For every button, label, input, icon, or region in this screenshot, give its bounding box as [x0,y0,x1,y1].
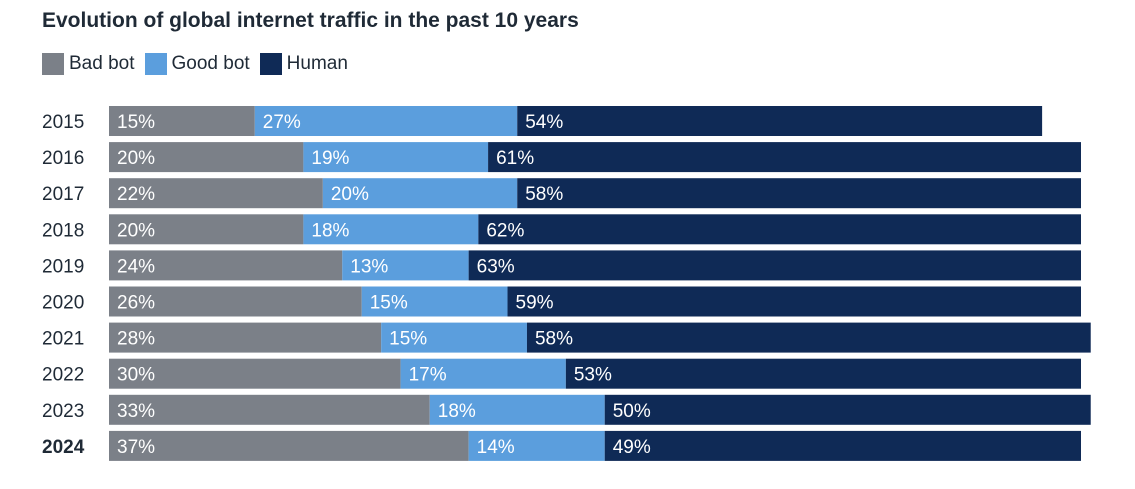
bar-human-2020 [507,286,1081,317]
data-label-good-bot-2024: 14% [477,437,515,458]
data-label-human-2018: 62% [486,220,524,241]
data-label-human-2020: 59% [516,293,554,314]
bar-human-2022 [565,358,1081,389]
data-label-good-bot-2019: 13% [350,256,388,277]
category-label-2020: 2020 [42,293,84,314]
data-label-human-2024: 49% [613,437,651,458]
bar-bad-bot-2019 [109,250,343,281]
category-label-2023: 2023 [42,401,84,422]
data-label-human-2017: 58% [525,184,563,205]
bar-good-bot-2023 [429,394,605,425]
data-label-good-bot-2020: 15% [370,293,408,314]
legend-swatch-bad-bot [42,53,64,75]
category-label-2022: 2022 [42,365,84,386]
bar-human-2019 [468,250,1081,281]
data-label-good-bot-2016: 19% [311,148,349,169]
legend-swatch-human [259,53,282,75]
bar-good-bot-2022 [400,358,566,389]
category-label-2015: 2015 [42,112,84,133]
bar-human-2018 [478,214,1081,245]
bar-good-bot-2024 [468,430,605,461]
bar-bad-bot-2015 [109,106,255,136]
bar-bad-bot-2023 [109,394,430,425]
bar-good-bot-2019 [342,250,469,281]
data-label-human-2021: 58% [535,329,573,350]
data-label-bad-bot-2021: 28% [117,329,155,350]
bar-bad-bot-2016 [109,142,304,173]
category-label-2018: 2018 [42,220,84,241]
data-label-bad-bot-2015: 15% [117,112,155,133]
bar-human-2015 [517,106,1043,136]
category-label-2016: 2016 [42,148,84,169]
data-label-human-2015: 54% [525,112,563,133]
bar-bad-bot-2024 [109,430,469,461]
bar-good-bot-2021 [381,322,527,353]
bar-bad-bot-2022 [109,358,401,389]
data-label-human-2019: 63% [477,256,515,277]
legend-label-good-bot: Good bot [171,53,250,74]
legend-label-human: Human [286,53,348,74]
bar-bad-bot-2017 [109,178,323,209]
data-label-bad-bot-2023: 33% [117,401,155,422]
data-label-good-bot-2018: 18% [311,220,349,241]
legend-item-good-bot: Good bot [144,53,250,75]
chart-legend: Bad bot Good bot Human [42,53,358,75]
legend-item-bad-bot: Bad bot [42,53,135,75]
category-label-2021: 2021 [42,329,84,350]
bar-bad-bot-2020 [109,286,362,317]
data-label-good-bot-2023: 18% [438,401,476,422]
data-label-good-bot-2022: 17% [409,365,447,386]
bar-human-2017 [517,178,1081,209]
bar-good-bot-2020 [361,286,508,317]
bar-human-2016 [488,142,1082,173]
data-label-human-2022: 53% [574,365,612,386]
data-label-human-2023: 50% [613,401,651,422]
data-label-good-bot-2021: 15% [389,329,427,350]
category-label-2017: 2017 [42,184,84,205]
bar-good-bot-2015 [254,106,518,136]
bar-human-2021 [526,322,1091,353]
legend-label-bad-bot: Bad bot [69,53,135,74]
data-label-bad-bot-2016: 20% [117,148,155,169]
data-label-bad-bot-2019: 24% [117,256,155,277]
data-label-bad-bot-2022: 30% [117,365,155,386]
category-label-2019: 2019 [42,256,84,277]
data-label-bad-bot-2018: 20% [117,220,155,241]
data-label-bad-bot-2017: 22% [117,184,155,205]
category-label-2024: 2024 [42,437,85,458]
data-label-bad-bot-2020: 26% [117,293,155,314]
bar-good-bot-2018 [303,214,479,245]
bar-good-bot-2017 [322,178,518,209]
data-label-bad-bot-2024: 37% [117,437,155,458]
bar-bad-bot-2018 [109,214,304,245]
bar-bad-bot-2021 [109,322,382,353]
legend-item-human: Human [259,53,348,75]
data-label-human-2016: 61% [496,148,534,169]
data-label-good-bot-2015: 27% [263,112,301,133]
bar-good-bot-2016 [303,142,489,173]
data-label-good-bot-2017: 20% [331,184,369,205]
chart-title: Evolution of global internet traffic in … [42,9,579,32]
bar-human-2023 [604,394,1091,425]
legend-swatch-good-bot [144,53,167,75]
bar-human-2024 [604,430,1081,461]
